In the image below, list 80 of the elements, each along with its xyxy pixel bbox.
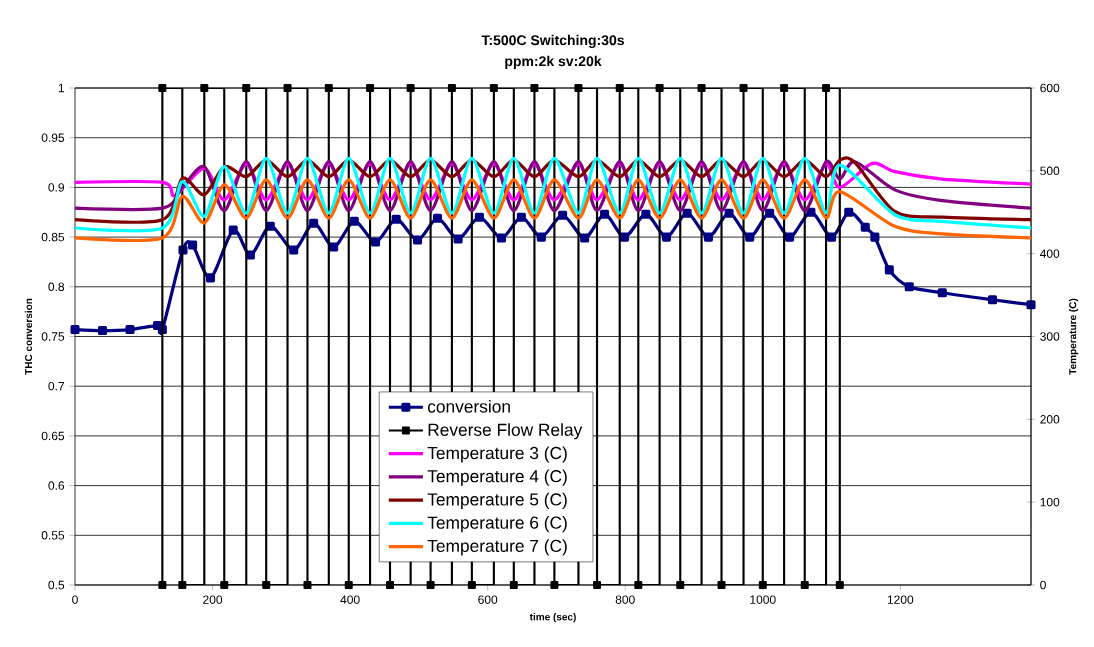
point <box>765 208 775 218</box>
point <box>870 232 880 242</box>
point <box>97 326 108 336</box>
y2-tick-label: 300 <box>1040 332 1060 341</box>
point <box>349 216 359 226</box>
y-tick-label: 0.8 <box>48 282 65 292</box>
legend-label: Temperature 3 (C) <box>427 446 567 463</box>
chart-subtitle: ppm:2k sv:20k <box>505 55 602 69</box>
point <box>496 233 506 243</box>
x-tick-label: 1200 <box>887 595 914 604</box>
y-tick-label: 0.5 <box>48 580 65 590</box>
point <box>329 242 339 252</box>
point <box>558 210 568 220</box>
y-tick-label: 0.9 <box>48 183 65 192</box>
x-tick-label: 0 <box>72 595 78 604</box>
point <box>703 232 713 242</box>
point <box>516 212 526 222</box>
point <box>904 282 914 292</box>
y-tick-label: 0.6 <box>48 481 65 490</box>
legend-label: Temperature 7 (C) <box>427 539 567 556</box>
x-tick-label: 200 <box>203 595 223 604</box>
point <box>884 265 894 275</box>
point <box>412 235 423 245</box>
y-tick-label: 0.65 <box>41 431 65 441</box>
y2-tick-label: 200 <box>1040 415 1060 424</box>
point <box>827 232 837 242</box>
legend-label: Temperature 4 (C) <box>427 469 567 486</box>
x-tick-label: 400 <box>340 595 360 604</box>
point <box>453 234 463 244</box>
point <box>289 245 299 255</box>
point <box>620 232 630 242</box>
point <box>125 325 135 335</box>
point <box>70 325 80 335</box>
point <box>682 208 692 218</box>
point <box>432 213 442 223</box>
point <box>205 273 216 283</box>
legend-label: conversion <box>427 399 510 413</box>
y2-tick-label: 400 <box>1039 249 1060 258</box>
point <box>265 221 275 231</box>
y2-tick-label: 100 <box>1040 497 1060 507</box>
point <box>745 232 755 242</box>
point <box>228 225 238 235</box>
point <box>937 288 947 298</box>
x-tick-label: 600 <box>478 595 498 604</box>
y2-tick-label: 600 <box>1040 83 1060 93</box>
y2-tick-label: 0 <box>1040 580 1046 590</box>
point <box>580 233 590 243</box>
point <box>245 250 255 260</box>
x-tick-label: 1000 <box>750 595 776 604</box>
x-axis-title: time (sec) <box>529 613 576 623</box>
y-tick-label: 0.7 <box>48 381 64 391</box>
point <box>860 222 870 232</box>
point <box>309 218 319 228</box>
point <box>600 209 610 219</box>
x-tick-label: 800 <box>615 595 635 604</box>
chart-title: T:500C Switching:30s <box>481 34 624 48</box>
y2-tick-label: 500 <box>1040 166 1060 176</box>
point <box>474 212 484 222</box>
point <box>724 208 734 218</box>
point <box>188 240 198 250</box>
point <box>844 207 854 217</box>
y-tick-label: 1 <box>58 83 65 93</box>
point <box>391 214 401 224</box>
point <box>987 295 998 305</box>
point <box>806 207 816 217</box>
y-axis-title: THC conversion <box>24 298 33 375</box>
point <box>641 209 651 219</box>
y-tick-label: 0.75 <box>41 332 65 341</box>
legend-label: Temperature 6 (C) <box>427 516 567 533</box>
y-tick-label: 0.95 <box>41 133 65 142</box>
legend-label: Temperature 5 (C) <box>427 492 567 510</box>
point <box>371 237 381 247</box>
point <box>536 232 546 242</box>
legend-label: Reverse Flow Relay <box>428 423 583 440</box>
point <box>785 232 795 242</box>
y2-axis-title: Temperature (C) <box>1068 298 1079 375</box>
y-tick-label: 0.85 <box>41 232 65 242</box>
y-tick-label: 0.55 <box>41 531 65 540</box>
point <box>1026 300 1036 310</box>
point <box>661 232 672 242</box>
